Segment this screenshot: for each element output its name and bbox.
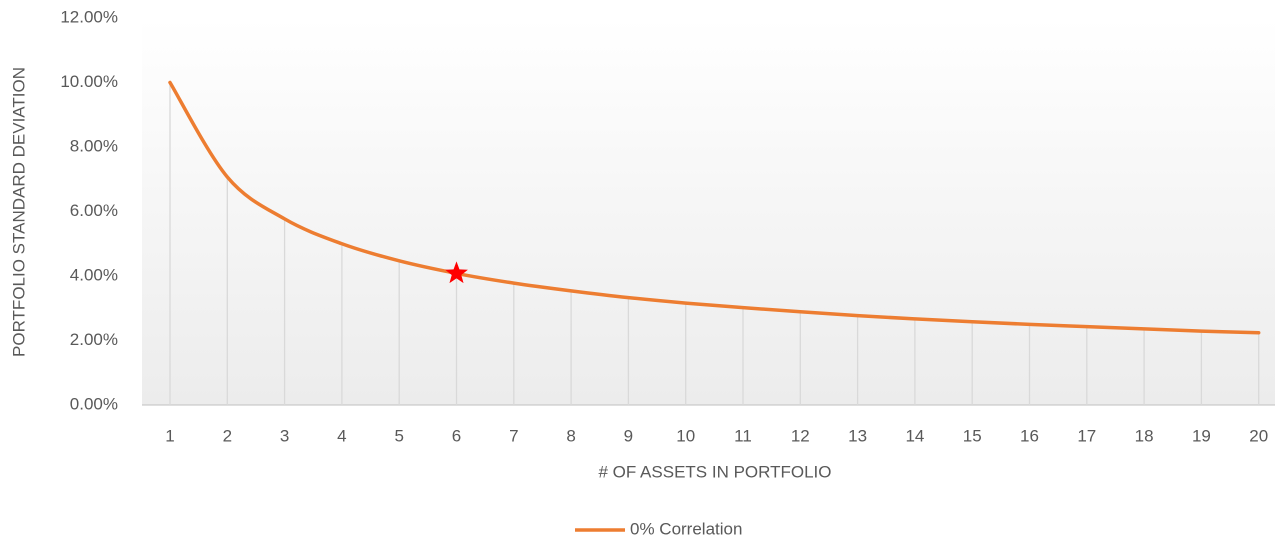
x-tick-label: 14 — [905, 426, 924, 445]
x-tick-label: 11 — [734, 426, 752, 445]
y-tick-label: 12.00% — [60, 7, 118, 26]
x-tick-label: 3 — [280, 426, 289, 445]
x-tick-label: 1 — [165, 426, 174, 445]
x-tick-label: 18 — [1135, 426, 1154, 445]
y-tick-label: 8.00% — [70, 136, 118, 155]
y-tick-label: 6.00% — [70, 201, 118, 220]
y-tick-label: 0.00% — [70, 394, 118, 413]
x-tick-label: 20 — [1249, 426, 1268, 445]
x-tick-label: 9 — [624, 426, 633, 445]
x-tick-label: 15 — [963, 426, 982, 445]
plot-area — [142, 18, 1275, 405]
x-tick-label: 5 — [394, 426, 403, 445]
y-tick-label: 10.00% — [60, 72, 118, 91]
x-tick-label: 13 — [848, 426, 867, 445]
x-axis-title: # OF ASSETS IN PORTFOLIO — [598, 462, 831, 481]
x-tick-label: 19 — [1192, 426, 1211, 445]
x-tick-label: 7 — [509, 426, 518, 445]
legend-label: 0% Correlation — [630, 519, 742, 538]
x-tick-label: 10 — [676, 426, 695, 445]
x-tick-label: 2 — [223, 426, 232, 445]
x-tick-label: 17 — [1077, 426, 1096, 445]
x-tick-label: 6 — [452, 426, 461, 445]
series-line — [168, 80, 1261, 335]
y-tick-label: 4.00% — [70, 265, 118, 284]
x-tick-label: 16 — [1020, 426, 1039, 445]
x-tick-label: 12 — [791, 426, 810, 445]
x-tick-label: 4 — [337, 426, 346, 445]
y-tick-label: 2.00% — [70, 330, 118, 349]
x-tick-label: 8 — [566, 426, 575, 445]
y-axis-title: PORTFOLIO STANDARD DEVIATION — [9, 67, 28, 357]
highlight-star — [445, 261, 468, 284]
